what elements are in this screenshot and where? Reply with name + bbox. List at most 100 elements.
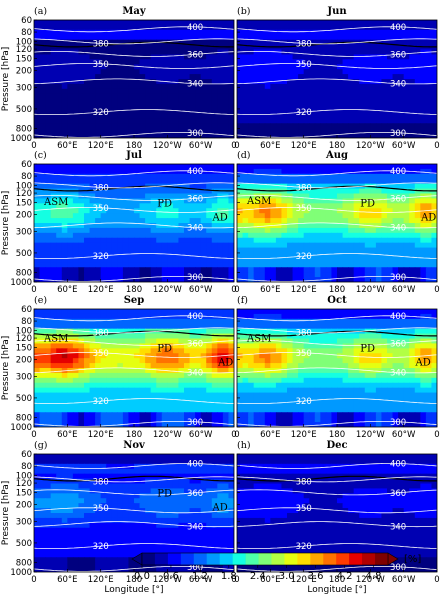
heatmap-cell <box>270 20 277 26</box>
heatmap-cell <box>134 338 141 345</box>
heatmap-cell <box>184 128 191 134</box>
heatmap-cell <box>414 118 421 124</box>
heatmap-cell <box>420 247 427 254</box>
heatmap-cell <box>150 232 157 239</box>
heatmap-cell <box>200 103 207 110</box>
heatmap-cell <box>348 54 355 60</box>
heatmap-cell <box>359 343 366 349</box>
heatmap-cell <box>161 232 168 239</box>
isentrope-label: 350 <box>296 204 312 214</box>
heatmap-cell <box>398 34 405 41</box>
heatmap-cell <box>325 74 333 80</box>
heatmap-cell <box>287 123 294 129</box>
heatmap-cell <box>95 262 102 268</box>
heatmap-cell <box>39 79 46 85</box>
heatmap-cell <box>184 242 191 249</box>
heatmap-cell <box>342 93 349 100</box>
heatmap-cell <box>145 392 152 399</box>
heatmap-cell <box>264 313 271 320</box>
heatmap-cell <box>392 338 399 345</box>
heatmap-cell <box>353 338 360 345</box>
heatmap-cell <box>156 338 163 345</box>
heatmap-cell <box>206 348 213 354</box>
heatmap-cell <box>314 178 321 185</box>
heatmap-cell <box>222 54 230 60</box>
heatmap-cell <box>161 188 168 195</box>
heatmap-cell <box>50 353 57 359</box>
heatmap-cell <box>364 44 371 51</box>
heatmap-cell <box>72 123 80 129</box>
heatmap-cell <box>100 188 107 195</box>
heatmap-cell <box>106 93 113 100</box>
heatmap-cell <box>206 173 213 180</box>
x-tick-label: 120°W <box>356 285 385 295</box>
heatmap-cell <box>206 213 213 219</box>
heatmap-cell <box>403 242 410 249</box>
heatmap-cell <box>95 39 102 46</box>
heatmap-cell <box>222 198 230 204</box>
heatmap-cell <box>117 164 124 170</box>
heatmap-cell <box>348 213 355 219</box>
heatmap-cell <box>95 188 102 195</box>
heatmap-cell <box>387 164 394 170</box>
heatmap-cell <box>111 242 118 249</box>
heatmap-cell <box>387 133 394 138</box>
heatmap-cell <box>303 213 310 219</box>
heatmap-cell <box>320 98 327 105</box>
heatmap-cell <box>72 309 80 315</box>
heatmap-cell <box>359 29 366 36</box>
heatmap-cell <box>178 372 185 379</box>
heatmap-cell <box>134 83 141 90</box>
heatmap-cell <box>156 417 163 423</box>
heatmap-cell <box>222 313 230 320</box>
heatmap-cell <box>375 242 383 249</box>
heatmap-cell <box>392 29 399 36</box>
heatmap-cell <box>195 123 202 129</box>
heatmap-cell <box>150 277 157 282</box>
heatmap-cell <box>253 262 260 268</box>
heatmap-cell <box>275 313 283 320</box>
heatmap-cell <box>39 108 46 115</box>
panel-label: (b) <box>237 6 251 17</box>
heatmap-cell <box>156 64 163 70</box>
heatmap-cell <box>375 353 383 359</box>
heatmap-cell <box>222 168 230 175</box>
heatmap-cell <box>217 133 224 138</box>
heatmap-cell <box>281 353 288 359</box>
heatmap-cell <box>431 24 437 31</box>
heatmap-cell <box>359 74 366 80</box>
heatmap-cell <box>167 358 174 364</box>
heatmap-cell <box>78 272 85 278</box>
heatmap-cell <box>45 407 52 413</box>
heatmap-cell <box>320 338 327 345</box>
heatmap-cell <box>325 252 333 259</box>
heatmap-cell <box>222 422 230 427</box>
heatmap-cell <box>281 24 288 31</box>
heatmap-cell <box>217 108 224 115</box>
heatmap-cell <box>184 20 191 26</box>
heatmap-cell <box>287 198 294 204</box>
heatmap-cell <box>72 392 80 399</box>
heatmap-cell <box>200 363 207 369</box>
heatmap-cell <box>34 252 41 259</box>
heatmap-cell <box>281 232 288 239</box>
heatmap-cell <box>298 24 305 31</box>
heatmap-cell <box>253 108 260 115</box>
heatmap-cell <box>392 20 399 26</box>
heatmap-cell <box>128 113 135 119</box>
heatmap-cell <box>117 397 124 404</box>
heatmap-cell <box>78 103 85 110</box>
heatmap-cell <box>253 309 260 315</box>
heatmap-cell <box>189 323 196 330</box>
heatmap-cell <box>381 98 388 105</box>
heatmap-cell <box>375 168 383 175</box>
isentrope-line <box>34 38 234 45</box>
heatmap-cell <box>100 93 107 100</box>
heatmap-cell <box>375 64 383 70</box>
heatmap-cell <box>200 323 207 330</box>
heatmap-cell <box>111 123 118 129</box>
heatmap-cell <box>128 173 135 180</box>
heatmap-cell <box>156 237 163 244</box>
heatmap-cell <box>259 118 266 124</box>
heatmap-cell <box>117 83 124 90</box>
